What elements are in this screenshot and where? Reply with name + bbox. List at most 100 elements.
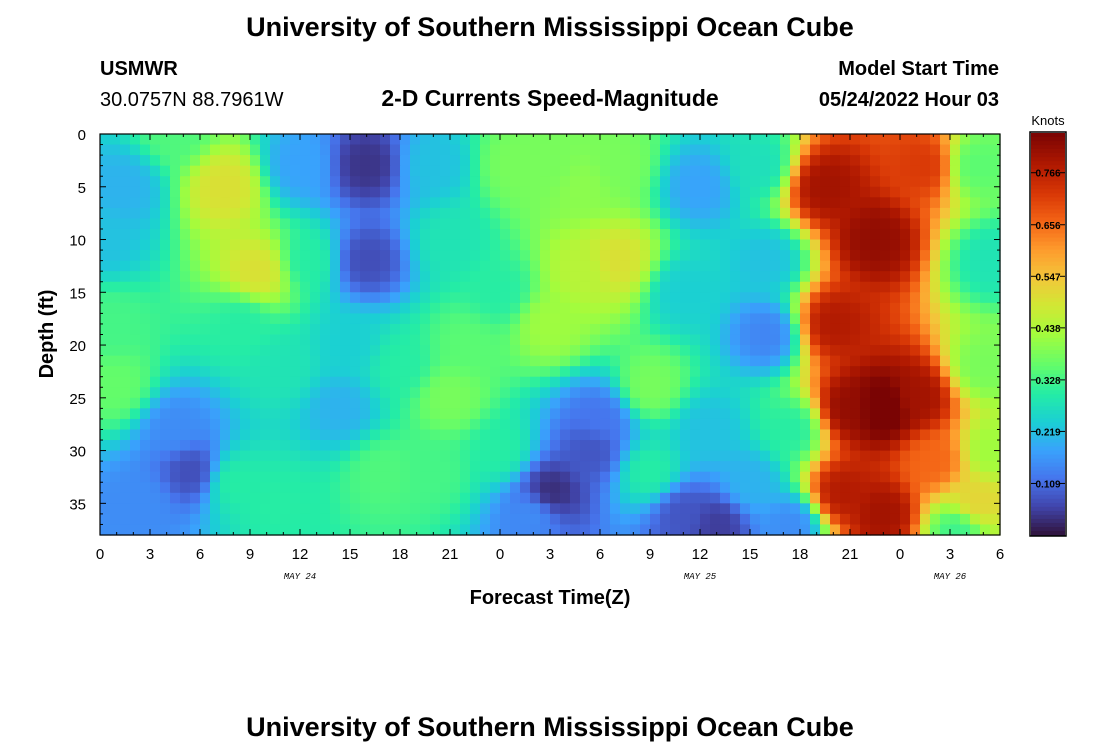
heatmap-cell <box>280 144 291 156</box>
heatmap-cell <box>550 207 561 220</box>
heatmap-cell <box>880 334 891 346</box>
heatmap-cell <box>220 313 231 325</box>
heatmap-cell <box>180 471 191 483</box>
heatmap-cell <box>920 134 931 146</box>
heatmap-cell <box>900 239 911 251</box>
heatmap-cell <box>510 524 521 536</box>
heatmap-cell <box>920 302 931 314</box>
heatmap-cell <box>120 218 131 230</box>
heatmap-cell <box>900 429 911 441</box>
heatmap-cell <box>390 144 401 156</box>
heatmap-cell <box>160 345 171 357</box>
heatmap-cell <box>190 387 201 399</box>
heatmap-cell <box>900 134 911 146</box>
heatmap-cell <box>150 186 161 198</box>
heatmap-cell <box>960 450 971 462</box>
heatmap-cell <box>940 260 951 272</box>
heatmap-cell <box>990 165 1001 177</box>
colorbar-segment <box>1031 265 1065 271</box>
heatmap-cell <box>150 397 161 409</box>
heatmap-cell <box>770 503 781 515</box>
heatmap-cell <box>760 440 771 452</box>
colorbar-segment <box>1031 329 1065 335</box>
heatmap-cell <box>400 440 411 452</box>
heatmap-cell <box>540 397 551 409</box>
heatmap-cell <box>130 408 141 420</box>
heatmap-cell <box>680 271 691 283</box>
heatmap-cell <box>900 397 911 409</box>
heatmap-cell <box>230 239 241 251</box>
heatmap-cell <box>800 155 811 167</box>
heatmap-cell <box>680 302 691 314</box>
heatmap-cell <box>240 292 251 304</box>
heatmap-cell <box>940 207 951 220</box>
heatmap-cell <box>870 397 881 409</box>
heatmap-cell <box>420 471 431 483</box>
heatmap-cell <box>430 292 441 304</box>
heatmap-cell <box>270 366 281 378</box>
colorbar-segment <box>1031 209 1065 214</box>
colorbar-segment <box>1031 378 1065 383</box>
heatmap-cell <box>850 260 861 272</box>
heatmap-cell <box>210 228 221 241</box>
heatmap-cell <box>150 271 161 283</box>
heatmap-cell <box>310 218 321 230</box>
heatmap-cell <box>600 334 611 346</box>
heatmap-cell <box>640 334 651 346</box>
heatmap-cell <box>260 513 271 526</box>
heatmap-cell <box>410 503 421 515</box>
heatmap-cell <box>260 186 271 198</box>
heatmap-cell <box>420 355 431 367</box>
heatmap-cell <box>270 440 281 452</box>
heatmap-cell <box>520 397 531 409</box>
heatmap-cell <box>560 281 571 293</box>
heatmap-cell <box>120 197 131 209</box>
heatmap-cell <box>760 250 771 262</box>
heatmap-cell <box>780 228 791 241</box>
heatmap-cell <box>250 176 261 188</box>
heatmap-cell <box>220 492 231 504</box>
heatmap-cell <box>940 155 951 167</box>
heatmap-cell <box>140 429 151 441</box>
heatmap-cell <box>120 165 131 177</box>
heatmap-cell <box>310 134 321 146</box>
heatmap-cell <box>590 218 601 230</box>
heatmap-cell <box>560 302 571 314</box>
heatmap-cell <box>820 134 831 146</box>
heatmap-cell <box>570 355 581 367</box>
heatmap-cell <box>960 492 971 504</box>
heatmap-cell <box>830 492 841 504</box>
heatmap-cell <box>420 155 431 167</box>
heatmap-cell <box>330 250 341 262</box>
heatmap-cell <box>970 144 981 156</box>
heatmap-cell <box>590 292 601 304</box>
heatmap-cell <box>980 155 991 167</box>
heatmap-cell <box>700 408 711 420</box>
heatmap-cell <box>780 524 791 536</box>
heatmap-cell <box>280 397 291 409</box>
heatmap-cell <box>940 218 951 230</box>
heatmap-cell <box>900 186 911 198</box>
heatmap-cell <box>900 197 911 209</box>
heatmap-cell <box>280 376 291 388</box>
heatmap-cell <box>980 461 991 473</box>
colorbar-segment <box>1031 354 1065 359</box>
heatmap-cell <box>160 302 171 314</box>
heatmap-cell <box>300 281 311 293</box>
heatmap-cell <box>840 186 851 198</box>
heatmap-cell <box>930 271 941 283</box>
heatmap-cell <box>500 387 511 399</box>
heatmap-cell <box>730 144 741 156</box>
heatmap-cell <box>720 271 731 283</box>
heatmap-cell <box>890 207 901 220</box>
heatmap-cell <box>670 408 681 420</box>
heatmap-cell <box>170 450 181 462</box>
heatmap-cell <box>320 228 331 241</box>
heatmap-cell <box>740 260 751 272</box>
heatmap-cell <box>350 239 361 251</box>
heatmap-cell <box>110 450 121 462</box>
heatmap-cell <box>350 482 361 494</box>
heatmap-cell <box>830 228 841 241</box>
heatmap-cell <box>340 471 351 483</box>
heatmap-cell <box>920 355 931 367</box>
